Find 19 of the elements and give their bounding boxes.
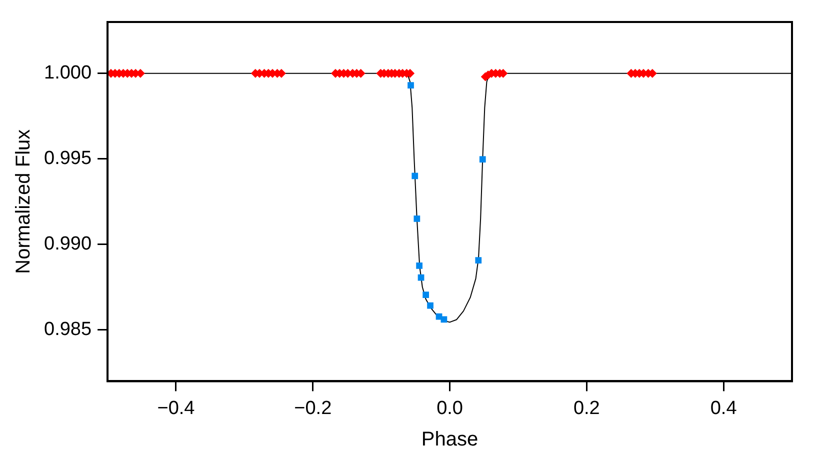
y-tick-label: 0.990 (44, 234, 92, 255)
x-tick-label: 0.2 (573, 398, 600, 419)
point (479, 156, 486, 163)
point (475, 257, 482, 264)
y-tick-label: 0.995 (44, 148, 92, 170)
x-axis-title: Phase (421, 428, 478, 451)
point (427, 302, 434, 309)
point (414, 216, 420, 222)
x-tick-label: 0.4 (710, 398, 738, 419)
y-axis-title: Normalized Flux (12, 129, 35, 274)
x-tick-label: −0.2 (294, 398, 332, 419)
x-tick-label: −0.4 (157, 398, 196, 419)
point (416, 262, 422, 269)
y-tick-label: 1.000 (44, 62, 92, 84)
x-tick-label: 0.0 (436, 398, 463, 419)
y-tick-label: 0.985 (44, 319, 92, 340)
point (412, 172, 418, 180)
point (408, 82, 414, 88)
point (422, 292, 429, 298)
